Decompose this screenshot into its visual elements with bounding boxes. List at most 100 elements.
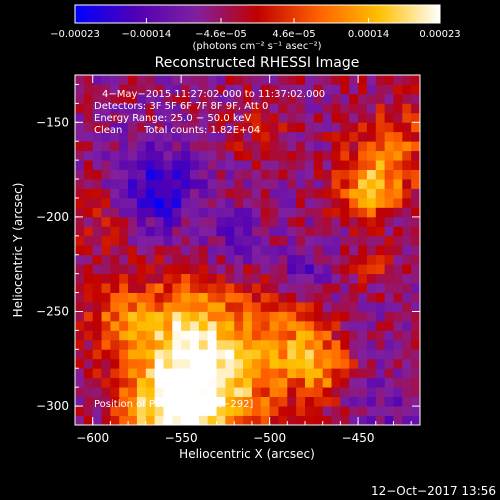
heatmap-cell <box>260 302 271 312</box>
heatmap-cell <box>243 150 253 161</box>
heatmap-cell <box>181 122 191 133</box>
heatmap-cell <box>75 207 85 218</box>
heatmap-cell <box>207 368 217 379</box>
heatmap-cell <box>128 377 138 388</box>
heatmap-cell <box>154 84 164 95</box>
heatmap-cell <box>305 93 315 104</box>
heatmap-cell <box>190 160 200 170</box>
heatmap-cell <box>251 415 262 425</box>
heatmap-cell <box>136 245 147 256</box>
heatmap-cell <box>393 302 403 312</box>
heatmap-cell <box>163 150 173 161</box>
heatmap-cell <box>340 75 350 85</box>
heatmap-cell <box>154 188 164 199</box>
heatmap-cell <box>154 292 164 303</box>
heatmap-cell <box>260 368 271 379</box>
heatmap-cell <box>128 75 138 85</box>
heatmap-cell <box>216 197 226 208</box>
heatmap-cell <box>83 292 94 303</box>
heatmap-cell <box>366 245 377 256</box>
heatmap-cell <box>172 93 182 104</box>
heatmap-cell <box>349 330 359 341</box>
heatmap-cell <box>136 254 147 265</box>
heatmap-cell <box>251 245 262 256</box>
heatmap-cell <box>340 235 350 246</box>
heatmap-cell <box>340 197 350 208</box>
chart-title: Reconstructed RHESSI Image <box>155 55 360 71</box>
heatmap-cell <box>296 368 306 379</box>
heatmap-cell <box>83 330 94 341</box>
heatmap-cell <box>92 330 102 341</box>
heatmap-cell <box>296 377 306 388</box>
heatmap-cell <box>305 283 315 293</box>
heatmap-cell <box>358 235 368 246</box>
heatmap-cell <box>154 103 164 114</box>
heatmap-cell <box>322 396 332 407</box>
heatmap-cell <box>393 283 403 293</box>
heatmap-cell <box>305 264 315 275</box>
heatmap-cell <box>110 283 120 293</box>
heatmap-cell <box>384 339 394 350</box>
heatmap-cell <box>393 112 403 123</box>
heatmap-cell <box>375 396 386 407</box>
heatmap-cell <box>366 264 377 275</box>
heatmap-cell <box>393 207 403 218</box>
heatmap-cell <box>411 197 420 208</box>
heatmap-cell <box>181 131 191 142</box>
heatmap-cell <box>296 339 306 350</box>
heatmap-cell <box>128 150 138 161</box>
heatmap-cell <box>366 358 377 369</box>
heatmap-cell <box>260 179 271 189</box>
heatmap-cell <box>154 339 164 350</box>
heatmap-cell <box>260 216 271 227</box>
heatmap-cell <box>163 169 173 180</box>
heatmap-cell <box>207 320 217 331</box>
heatmap-cell <box>198 311 209 322</box>
heatmap-cell <box>402 264 412 275</box>
heatmap-cell <box>375 330 386 341</box>
heatmap-cell <box>269 339 279 350</box>
heatmap-cell <box>92 141 102 152</box>
heatmap-cell <box>207 292 217 303</box>
heatmap-cell <box>393 160 403 170</box>
heatmap-cell <box>181 254 191 265</box>
heatmap-cell <box>375 339 386 350</box>
heatmap-cell <box>181 216 191 227</box>
heatmap-cell <box>296 93 306 104</box>
heatmap-cell <box>331 169 341 180</box>
heatmap-cell <box>366 254 377 265</box>
heatmap-cell <box>305 368 315 379</box>
heatmap-cell <box>411 103 420 114</box>
heatmap-cell <box>225 283 235 293</box>
heatmap-cell <box>322 235 332 246</box>
heatmap-cell <box>75 112 85 123</box>
heatmap-cell <box>313 112 324 123</box>
heatmap-cell <box>287 179 297 189</box>
heatmap-cell <box>393 179 403 189</box>
heatmap-cell <box>172 358 182 369</box>
heatmap-cell <box>154 197 164 208</box>
heatmap-cell <box>110 387 120 398</box>
heatmap-cell <box>402 75 412 85</box>
heatmap-cell <box>251 150 262 161</box>
heatmap-cell <box>349 396 359 407</box>
heatmap-cell <box>313 254 324 265</box>
heatmap-cell <box>207 245 217 256</box>
heatmap-cell <box>411 387 420 398</box>
heatmap-cell <box>393 368 403 379</box>
heatmap-cell <box>349 406 359 416</box>
heatmap-cell <box>251 84 262 95</box>
heatmap-cell <box>110 122 120 133</box>
heatmap-cell <box>402 283 412 293</box>
heatmap-cell <box>119 226 129 237</box>
heatmap-cell <box>411 302 420 312</box>
heatmap-cell <box>198 273 209 284</box>
heatmap-cell <box>296 75 306 85</box>
heatmap-cell <box>101 150 111 161</box>
heatmap-cell <box>216 131 226 142</box>
heatmap-cell <box>384 320 394 331</box>
heatmap-cell <box>207 150 217 161</box>
heatmap-cell <box>225 131 235 142</box>
heatmap-cell <box>243 264 253 275</box>
heatmap-cell <box>181 415 191 425</box>
